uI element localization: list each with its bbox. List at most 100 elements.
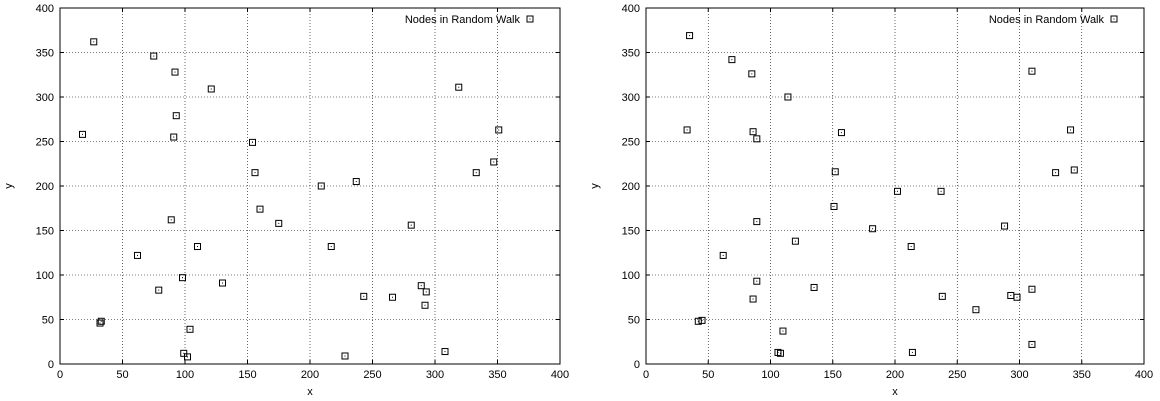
- data-point: [184, 353, 191, 361]
- y-tick-label: 150: [36, 226, 54, 238]
- x-tick-label: 0: [57, 369, 63, 381]
- data-point: [908, 348, 916, 356]
- y-tick-label: 350: [622, 48, 640, 60]
- y-tick-label: 100: [622, 270, 640, 282]
- data-point: [360, 292, 368, 300]
- data-point-center: [722, 254, 724, 256]
- data-point: [728, 56, 736, 64]
- legend-marker: [1110, 15, 1118, 23]
- data-point-center: [100, 320, 102, 322]
- y-tick-label: 250: [36, 137, 54, 149]
- x-tick-label: 350: [1073, 369, 1091, 381]
- y-tick-label: 400: [622, 3, 640, 15]
- data-point: [207, 85, 215, 93]
- data-point-center: [254, 172, 256, 174]
- data-point-center: [1004, 225, 1006, 227]
- data-point-center: [834, 171, 836, 173]
- data-point-center: [1031, 70, 1033, 72]
- legend-label: Nodes in Random Walk: [989, 14, 1105, 26]
- x-axis-label: x: [307, 386, 313, 398]
- data-point-center: [840, 132, 842, 134]
- data-point: [495, 126, 503, 134]
- data-point: [749, 128, 757, 136]
- data-point-center: [731, 59, 733, 61]
- x-tick-label: 100: [761, 369, 779, 381]
- data-point-center: [1010, 294, 1012, 296]
- data-point: [275, 219, 283, 227]
- data-point-center: [392, 296, 393, 298]
- data-point: [186, 325, 194, 333]
- data-point: [774, 348, 782, 356]
- data-point: [791, 237, 799, 245]
- y-tick-label: 0: [48, 359, 54, 371]
- data-point-center: [975, 309, 977, 311]
- y-tick-label: 350: [36, 48, 54, 60]
- x-tick-label: 150: [238, 369, 256, 381]
- data-point: [1028, 340, 1036, 348]
- data-point: [170, 133, 178, 141]
- data-point: [837, 129, 845, 137]
- data-point-center: [278, 222, 280, 224]
- data-point-center: [1073, 169, 1075, 171]
- x-tick-label: 250: [363, 369, 381, 381]
- data-point: [327, 243, 335, 251]
- data-point: [1001, 222, 1009, 230]
- data-point-center: [174, 71, 176, 73]
- data-point-center: [475, 172, 477, 174]
- data-point-center: [787, 96, 789, 98]
- data-point-center: [252, 141, 253, 143]
- data-point: [455, 83, 463, 91]
- y-tick-label: 400: [36, 3, 54, 15]
- data-point: [683, 126, 691, 134]
- data-point: [251, 169, 259, 177]
- data-point-center: [158, 289, 160, 291]
- data-point-center: [363, 295, 365, 297]
- data-point: [256, 205, 264, 213]
- data-point: [831, 168, 839, 176]
- data-point-center: [940, 190, 942, 192]
- data-point-center: [175, 115, 177, 117]
- data-point-center: [911, 351, 913, 353]
- x-tick-label: 350: [488, 369, 506, 381]
- data-point-center: [1070, 129, 1072, 131]
- data-point-center: [99, 322, 101, 324]
- data-point-center: [751, 73, 753, 75]
- y-tick-label: 200: [622, 181, 640, 193]
- data-point-center: [779, 352, 781, 354]
- x-tick-label: 150: [824, 369, 842, 381]
- data-point: [810, 283, 818, 291]
- data-point-center: [93, 41, 95, 43]
- data-point: [753, 277, 761, 285]
- y-tick-label: 200: [36, 181, 54, 193]
- data-point-center: [153, 55, 155, 57]
- data-point: [150, 52, 158, 60]
- data-point: [784, 93, 792, 101]
- data-point-center: [1055, 172, 1057, 174]
- data-point-center: [1031, 343, 1033, 345]
- data-point: [219, 279, 226, 287]
- data-point: [779, 327, 787, 335]
- data-point: [869, 225, 877, 233]
- data-point: [134, 251, 141, 259]
- data-point-center: [756, 138, 758, 140]
- data-point-center: [752, 298, 754, 300]
- data-point: [179, 274, 186, 282]
- legend-label: Nodes in Random Walk: [405, 14, 521, 26]
- x-tick-label: 250: [948, 369, 966, 381]
- data-point-center: [189, 328, 191, 330]
- x-tick-label: 0: [643, 369, 649, 381]
- scatter-chart-left: 0 50 100 150 200 250 300 350 400 0 50 100 150 200 250 3…: [3, 3, 569, 398]
- data-point: [96, 319, 104, 327]
- data-point: [1067, 126, 1075, 134]
- data-point-center: [782, 330, 784, 332]
- data-point: [698, 316, 706, 324]
- data-point-center: [222, 282, 223, 284]
- data-point-center: [424, 304, 426, 306]
- data-point: [172, 112, 180, 120]
- data-point-center: [137, 254, 138, 256]
- data-point: [830, 202, 838, 210]
- data-point-center: [1031, 288, 1033, 290]
- x-tick-label: 200: [886, 369, 904, 381]
- x-tick-label: 300: [426, 369, 444, 381]
